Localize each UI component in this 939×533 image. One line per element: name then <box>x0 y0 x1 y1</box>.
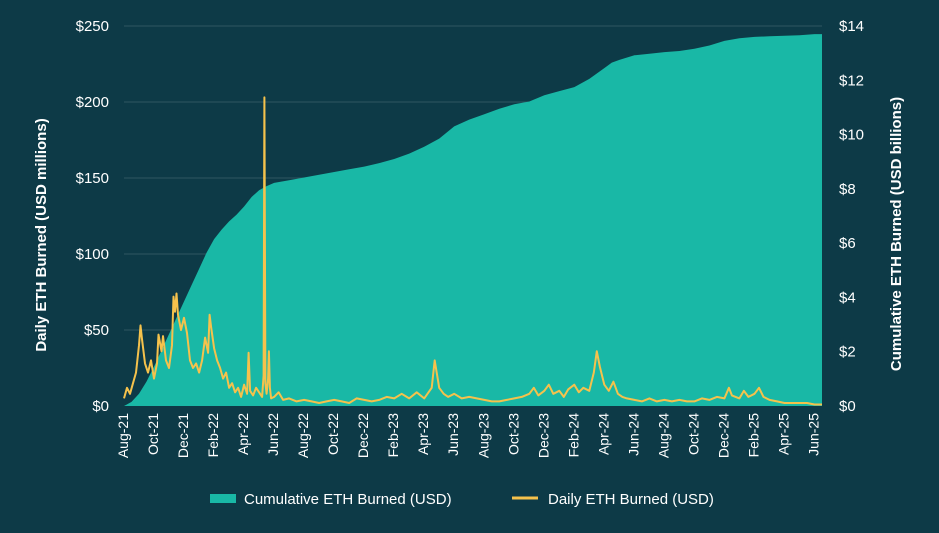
x-tick-label: Feb-24 <box>565 413 581 458</box>
x-tick-label: Jun-25 <box>805 413 821 456</box>
x-tick-label: Oct-21 <box>145 413 161 455</box>
x-tick-label: Jun-24 <box>625 413 641 456</box>
left-axis-title: Daily ETH Burned (USD millions) <box>33 118 50 351</box>
x-tick-label: Feb-22 <box>205 413 221 458</box>
x-axis-ticks: Aug-21 Oct-21 Dec-21 Feb-22 Apr-22 Jun-22 Aug-… <box>115 413 821 458</box>
cumulative-burned-area <box>124 34 822 406</box>
x-tick-label: Apr-24 <box>595 413 611 455</box>
x-tick-label: Aug-21 <box>115 413 131 458</box>
x-tick-label: Dec-24 <box>715 413 731 458</box>
left-tick-label: $200 <box>76 94 109 111</box>
right-axis-ticks: $0 $2 $4 $6 $8 $10 $12 $14 <box>839 18 864 415</box>
right-tick-label: $8 <box>839 181 856 198</box>
right-axis-title: Cumulative ETH Burned (USD billions) <box>888 97 905 371</box>
right-tick-label: $10 <box>839 127 864 144</box>
x-tick-label: Jun-22 <box>265 413 281 456</box>
x-tick-label: Dec-23 <box>535 413 551 458</box>
right-tick-label: $2 <box>839 344 856 361</box>
x-tick-label: Oct-22 <box>325 413 341 455</box>
left-tick-label: $50 <box>84 322 109 339</box>
legend: Cumulative ETH Burned (USD) Daily ETH Bu… <box>210 491 714 508</box>
left-tick-label: $150 <box>76 170 109 187</box>
left-tick-label: $0 <box>92 398 109 415</box>
legend-label-daily: Daily ETH Burned (USD) <box>548 491 714 508</box>
right-tick-label: $4 <box>839 289 856 306</box>
left-tick-label: $250 <box>76 18 109 35</box>
x-tick-label: Dec-22 <box>355 413 371 458</box>
x-tick-label: Aug-22 <box>295 413 311 458</box>
x-tick-label: Oct-24 <box>685 413 701 455</box>
x-tick-label: Apr-22 <box>235 413 251 455</box>
x-tick-label: Oct-23 <box>505 413 521 455</box>
x-tick-label: Jun-23 <box>445 413 461 456</box>
x-tick-label: Apr-23 <box>415 413 431 455</box>
right-tick-label: $6 <box>839 235 856 252</box>
left-axis-ticks: $0 $50 $100 $150 $200 $250 <box>76 18 109 415</box>
x-tick-label: Dec-21 <box>175 413 191 458</box>
left-tick-label: $100 <box>76 246 109 263</box>
x-tick-label: Feb-25 <box>745 413 761 458</box>
x-tick-label: Aug-24 <box>655 413 671 458</box>
x-tick-label: Aug-23 <box>475 413 491 458</box>
legend-swatch-cumulative <box>210 494 236 503</box>
x-tick-label: Apr-25 <box>775 413 791 455</box>
daily-burned-line <box>123 96 822 406</box>
right-tick-label: $12 <box>839 72 864 89</box>
right-tick-label: $0 <box>839 398 856 415</box>
legend-label-cumulative: Cumulative ETH Burned (USD) <box>244 491 452 508</box>
right-tick-label: $14 <box>839 18 864 35</box>
x-tick-label: Feb-23 <box>385 413 401 458</box>
